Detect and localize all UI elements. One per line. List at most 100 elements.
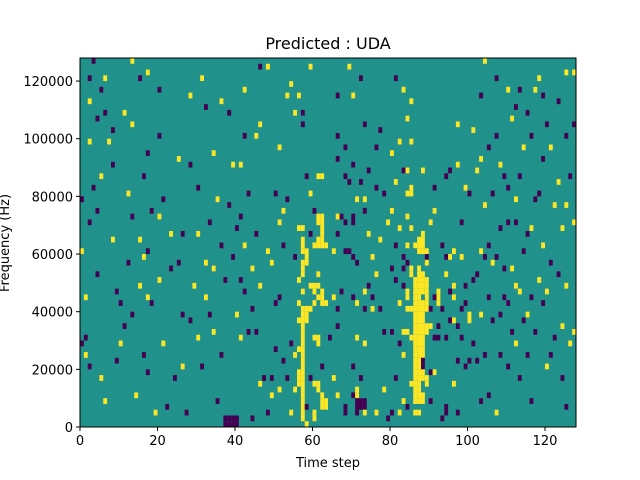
heatmap-cell	[413, 328, 418, 335]
heatmap-cell	[200, 75, 205, 82]
x-axis: 0 20 40 60 80 100 120	[76, 427, 557, 449]
heatmap-cell	[359, 403, 363, 410]
heatmap-cell	[413, 288, 418, 295]
heatmap-cell	[424, 294, 429, 301]
heatmap-cell	[316, 236, 321, 243]
heatmap-cell	[490, 317, 495, 324]
heatmap-cell	[83, 352, 88, 358]
heatmap-cell	[161, 340, 166, 347]
heatmap-cell	[424, 328, 429, 335]
heatmap-cell	[502, 173, 507, 180]
heatmap-cell	[320, 230, 325, 237]
heatmap-cell	[529, 398, 534, 404]
heatmap-cell	[409, 98, 414, 105]
heatmap-cell	[316, 242, 321, 249]
heatmap-cell	[359, 75, 363, 82]
heatmap-cell	[475, 271, 480, 278]
heatmap-cell	[297, 300, 301, 306]
heatmap-cell	[173, 375, 177, 381]
heatmap-cell	[417, 300, 422, 306]
heatmap-cell	[421, 392, 425, 399]
heatmap-cell	[467, 317, 472, 324]
heatmap-cell	[405, 259, 410, 266]
heatmap-cell	[417, 311, 422, 318]
heatmap-cell	[455, 121, 460, 128]
heatmap-cell	[335, 132, 340, 139]
heatmap-cell	[169, 265, 174, 272]
heatmap-cell	[362, 409, 367, 416]
heatmap-cell	[142, 352, 146, 358]
heatmap-cell	[417, 317, 422, 324]
heatmap-cell	[138, 236, 143, 243]
heatmap-cell	[351, 213, 356, 220]
heatmap-cell	[424, 380, 429, 387]
heatmap-cell	[467, 357, 472, 364]
heatmap-cell	[421, 311, 425, 318]
heatmap-cell	[362, 403, 367, 410]
heatmap-cell	[266, 409, 270, 416]
heatmap-cell	[421, 323, 425, 329]
plot-area	[79, 57, 577, 428]
heatmap-cell	[161, 196, 166, 203]
heatmap-cell	[421, 167, 425, 174]
heatmap-cell	[421, 352, 425, 358]
heatmap-cell	[436, 294, 441, 301]
heatmap-cell	[285, 375, 290, 381]
heatmap-cell	[362, 207, 367, 214]
y-tick-label: 120000	[23, 75, 73, 90]
heatmap-cell	[401, 167, 406, 174]
heatmap-cell	[231, 254, 236, 260]
heatmap-cell	[362, 398, 367, 404]
heatmap-cell	[409, 305, 414, 312]
heatmap-cell	[130, 121, 135, 128]
heatmap-cell	[506, 300, 511, 306]
heatmap-cell	[413, 357, 418, 364]
heatmap-cell	[498, 311, 503, 318]
heatmap-cell	[343, 409, 348, 416]
heatmap-cell	[541, 92, 546, 99]
heatmap-cell	[413, 300, 418, 306]
heatmap-cell	[428, 323, 433, 329]
heatmap-cell	[126, 259, 131, 266]
heatmap-cell	[424, 375, 429, 381]
heatmap-cell	[502, 294, 507, 301]
heatmap-cell	[118, 340, 123, 347]
heatmap-cell	[300, 109, 305, 116]
heatmap-cell	[238, 161, 243, 168]
heatmap-cell	[397, 225, 402, 231]
heatmap-cell	[316, 386, 321, 393]
heatmap-cell	[486, 294, 491, 301]
heatmap-cell	[424, 248, 429, 255]
heatmap-cell	[99, 375, 104, 381]
heatmap-cell	[277, 386, 282, 393]
x-tick-label: 40	[227, 434, 244, 449]
heatmap-cell	[235, 225, 239, 231]
heatmap-cell	[517, 375, 522, 381]
heatmap-cell	[459, 305, 464, 312]
heatmap-cell	[568, 173, 573, 180]
heatmap-cell	[455, 161, 460, 168]
heatmap-cell	[564, 403, 569, 410]
heatmap-cell	[122, 323, 127, 329]
heatmap-cell	[405, 328, 410, 335]
heatmap-cell	[211, 328, 216, 335]
heatmap-cell	[111, 161, 115, 168]
heatmap-cell	[421, 277, 425, 283]
heatmap-cell	[138, 282, 143, 289]
heatmap-cell	[145, 69, 150, 76]
heatmap-cell	[320, 213, 325, 220]
heatmap-cell	[258, 282, 263, 289]
heatmap-cell	[223, 415, 228, 422]
heatmap-cell	[83, 294, 88, 301]
heatmap-cell	[355, 334, 360, 341]
heatmap-cell	[300, 121, 305, 128]
heatmap-cell	[297, 277, 301, 283]
heatmap-cell	[502, 265, 507, 272]
heatmap-cell	[219, 352, 224, 358]
heatmap-cell	[521, 248, 526, 255]
heatmap-cell	[521, 317, 526, 324]
heatmap-cell	[300, 305, 305, 312]
heatmap-cell	[300, 328, 305, 335]
heatmap-cell	[254, 328, 259, 335]
